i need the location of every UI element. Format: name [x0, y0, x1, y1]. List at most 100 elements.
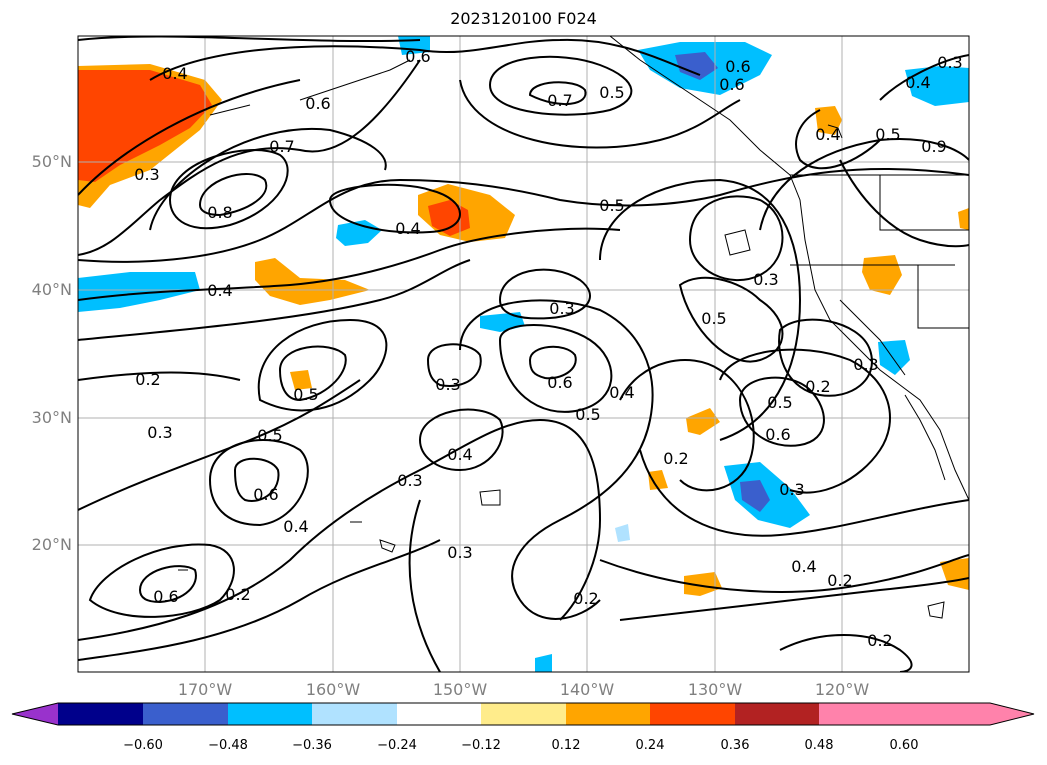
- contour-label: 0.6: [405, 47, 430, 66]
- contour-label: 0.3: [753, 270, 778, 289]
- colorbar: [11, 702, 1035, 726]
- contour-label: 0.4: [815, 125, 840, 144]
- contour-label: 0.4: [395, 219, 420, 238]
- contour-label: 0.6: [547, 373, 572, 392]
- contour-label: 0.4: [609, 383, 634, 402]
- colorbar-tick-label: 0.48: [804, 738, 834, 753]
- shade-positive: [255, 258, 370, 305]
- colorbar-segment: [228, 703, 312, 725]
- contour-label: 0.3: [779, 480, 804, 499]
- colorbar-extend-low: [12, 703, 58, 725]
- coastlines: [178, 36, 969, 619]
- longitude-label: 120°W: [814, 680, 870, 699]
- colorbar-segment: [650, 703, 735, 725]
- colorbar-tick-label: 0.60: [889, 738, 919, 753]
- contour-label: 0.7: [269, 137, 294, 156]
- contour-label: 0.4: [283, 517, 308, 536]
- contour-label: 0.6: [153, 587, 178, 606]
- colorbar-segment: [481, 703, 566, 725]
- contour-label: 0.6: [253, 485, 278, 504]
- colorbar-segment: [312, 703, 397, 725]
- latitude-label: 50°N: [31, 152, 72, 171]
- longitude-label: 140°W: [559, 680, 615, 699]
- contour-label: 0.6: [305, 94, 330, 113]
- contour-label: 0.3: [853, 355, 878, 374]
- colorbar-tick-label: 0.24: [635, 738, 665, 753]
- shade-negative: [615, 524, 630, 542]
- contour-label: 0.5: [293, 385, 318, 404]
- contour-label: 0.4: [162, 64, 187, 83]
- longitude-label: 150°W: [432, 680, 488, 699]
- contour-label: 0.4: [207, 281, 232, 300]
- colorbar-extend-high: [904, 703, 1034, 725]
- latitude-label: 30°N: [31, 408, 72, 427]
- map-frame: [77, 35, 970, 673]
- colorbar-tick-label: −0.48: [208, 738, 248, 753]
- contour-label: 0.5: [767, 393, 792, 412]
- contour-label: 0.2: [805, 377, 830, 396]
- colorbar-segment: [143, 703, 228, 725]
- contour-label: 0.5: [599, 83, 624, 102]
- colorbar-tick-label: −0.12: [461, 738, 501, 753]
- shade-positive: [684, 572, 722, 596]
- graticule: [78, 36, 969, 672]
- contour-label: 0.6: [725, 57, 750, 76]
- shade-positive: [78, 70, 212, 182]
- contour-label: 0.3: [447, 543, 472, 562]
- contour-lines: [78, 36, 969, 672]
- shade-positive: [686, 408, 720, 435]
- contour-label: 0.2: [225, 585, 250, 604]
- contour-label: 0.9: [921, 137, 946, 156]
- shade-positive: [290, 370, 312, 390]
- colorbar-tick-label: −0.36: [292, 738, 332, 753]
- shade-negative: [336, 220, 382, 246]
- colorbar-tick-label: −0.60: [123, 738, 163, 753]
- contour-label: 0.5: [599, 196, 624, 215]
- contour-label: 0.2: [827, 571, 852, 590]
- contour-label: 0.2: [867, 631, 892, 650]
- contour-label: 0.2: [573, 589, 598, 608]
- shade-negative: [740, 480, 770, 512]
- contour-label: 0.8: [207, 203, 232, 222]
- contour-label: 0.3: [937, 53, 962, 72]
- contour-label: 0.4: [447, 445, 472, 464]
- contour-label: 0.4: [791, 557, 816, 576]
- contour-label: 0.3: [435, 375, 460, 394]
- colorbar-tick-label: −0.24: [377, 738, 417, 753]
- longitude-label: 130°W: [687, 680, 743, 699]
- longitude-label: 160°W: [305, 680, 361, 699]
- contour-label: 0.7: [547, 91, 572, 110]
- shade-negative: [535, 654, 552, 672]
- contour-label: 0.5: [875, 125, 900, 144]
- latitude-label: 20°N: [31, 535, 72, 554]
- contour-label: 0.3: [134, 165, 159, 184]
- map-title: 2023120100 F024: [450, 9, 597, 28]
- contour-label: 0.5: [257, 426, 282, 445]
- colorbar-tick-label: 0.36: [720, 738, 750, 753]
- colorbar-segment: [397, 703, 481, 725]
- contour-label: 0.6: [719, 75, 744, 94]
- shade-positive: [958, 208, 969, 230]
- shade-negative: [905, 66, 969, 106]
- colorbar-segment: [735, 703, 819, 725]
- longitude-label: 170°W: [177, 680, 233, 699]
- colorbar-segment: [819, 703, 904, 725]
- contour-label: 0.3: [549, 299, 574, 318]
- contour-label-layer: 0.4 0.6 0.7 0.6 0.6 0.4 0.5 0.9 0.7 0.8 …: [134, 47, 962, 650]
- contour-label: 0.2: [135, 370, 160, 389]
- contour-label: 0.5: [701, 309, 726, 328]
- shading-layer: [78, 36, 969, 672]
- contour-label: 0.3: [147, 423, 172, 442]
- colorbar-segment: [58, 703, 143, 725]
- contour-label: 0.4: [905, 73, 930, 92]
- shade-negative: [675, 52, 718, 80]
- contour-label: 0.6: [765, 425, 790, 444]
- shade-positive: [815, 106, 842, 135]
- contour-label: 0.2: [663, 449, 688, 468]
- contour-label: 0.3: [397, 471, 422, 490]
- shade-negative: [78, 272, 200, 312]
- latitude-label: 40°N: [31, 280, 72, 299]
- contour-label: 0.5: [575, 405, 600, 424]
- shade-positive: [648, 470, 668, 490]
